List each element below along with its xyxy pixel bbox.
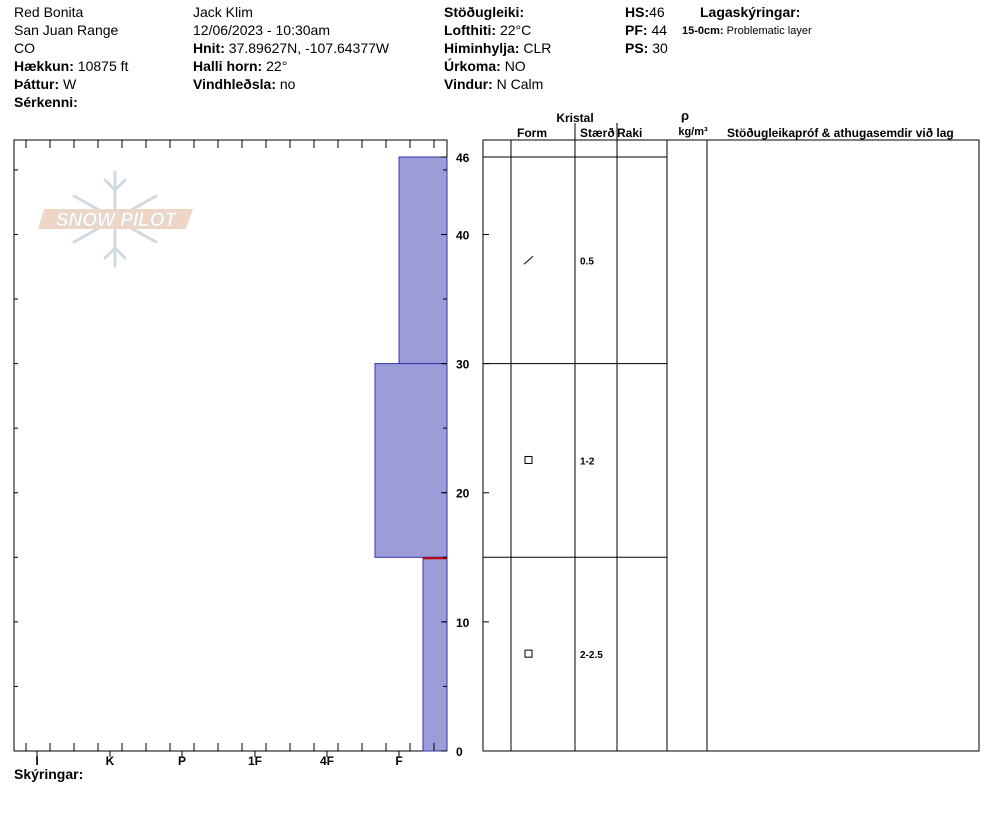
- y-tick-label: 0: [456, 745, 463, 759]
- ps-value: 30: [652, 40, 668, 56]
- sky-value: CLR: [523, 40, 552, 56]
- wind-row: Vindur: N Calm: [444, 75, 551, 93]
- slope-value: 22°: [266, 58, 288, 74]
- elevation-label: Hækkun:: [14, 58, 74, 74]
- precip-value: NO: [504, 58, 526, 74]
- header-col-5: Lagaskýringar:: [700, 3, 800, 21]
- features-row: Sérkenni:: [14, 93, 128, 111]
- faceted-crystals-icon: [524, 649, 533, 658]
- layer-notes-label: Lagaskýringar:: [700, 4, 801, 20]
- notes-row: Skýringar:: [14, 765, 83, 783]
- layer-notes-row: Lagaskýringar:: [700, 3, 800, 21]
- watermark-text: SNOW PILOT: [56, 210, 178, 231]
- hardness-tick-label: F: [395, 754, 402, 768]
- crystal-header: Kristal: [556, 111, 593, 125]
- notes-label: Skýringar:: [14, 766, 84, 782]
- slope-label: Halli horn:: [193, 58, 263, 74]
- hardness-tick-label: 4F: [320, 754, 334, 768]
- ps-label: PS:: [625, 40, 649, 56]
- precipitation-particles-icon: [523, 255, 534, 265]
- aspect-row: Þáttur: W: [14, 75, 128, 93]
- sky-label: Himinhylja:: [444, 40, 520, 56]
- stability-row: Stöðugleiki:: [444, 3, 551, 21]
- aspect-label: Þáttur:: [14, 76, 60, 92]
- y-tick-label: 40: [456, 228, 470, 242]
- size-header: Stærð: [580, 126, 615, 140]
- pf-value: 44: [651, 22, 668, 38]
- faceted-crystals-icon: [524, 455, 533, 464]
- layer-note-text: Problematic layer: [726, 25, 812, 37]
- hardness-layer-bar: [422, 556, 448, 752]
- coords-value: 37.89627N, -107.64377W: [228, 40, 390, 56]
- grain-size-label: 2-2.5: [580, 650, 603, 661]
- moisture-header: Raki: [617, 126, 642, 140]
- wind-value: N Calm: [496, 76, 544, 92]
- features-label: Sérkenni:: [14, 94, 78, 110]
- slope-row: Halli horn: 22°: [193, 57, 389, 75]
- hs-label: HS:: [625, 4, 650, 20]
- header-col-1: Red Bonita San Juan Range CO Hækkun: 108…: [14, 3, 128, 111]
- y-tick-label: 46: [456, 151, 470, 165]
- precip-label: Úrkoma:: [444, 58, 501, 74]
- y-tick-label: 10: [456, 616, 470, 630]
- comments-header: Stöðugleikapróf & athugasemdir við lag: [727, 126, 954, 140]
- grain-size-label: 1-2: [580, 456, 595, 467]
- hardness-tick-label: 1F: [248, 754, 262, 768]
- header-col-2: Jack Klim 12/06/2023 - 10:30am Hnit: 37.…: [193, 3, 389, 93]
- header-col-4: HS:46 PF: 44 PS: 30: [625, 3, 668, 57]
- grain-size-label: 0.5: [580, 256, 594, 267]
- sky-row: Himinhylja: CLR: [444, 39, 551, 57]
- crystal-table: [482, 123, 980, 752]
- coords-label: Hnit:: [193, 40, 225, 56]
- precip-row: Úrkoma: NO: [444, 57, 551, 75]
- hardness-tick-label: P: [178, 754, 186, 768]
- y-tick-label: 30: [456, 358, 470, 372]
- watermark-banner: [38, 209, 193, 229]
- wind-label: Vindur:: [444, 76, 493, 92]
- form-header: Form: [517, 126, 547, 140]
- elevation-value: 10875 ft: [77, 58, 129, 74]
- air-temp-row: Lofthiti: 22°C: [444, 21, 551, 39]
- coords-row: Hnit: 37.89627N, -107.64377W: [193, 39, 389, 57]
- ps-row: PS: 30: [625, 39, 668, 57]
- observation-datetime: 12/06/2023 - 10:30am: [193, 22, 330, 38]
- layer-note-depth: 15-0cm:: [682, 25, 724, 37]
- range-name: San Juan Range: [14, 22, 119, 38]
- density-unit: kg/m³: [678, 126, 708, 138]
- wind-loading-value: no: [279, 76, 296, 92]
- stability-label: Stöðugleiki:: [444, 4, 525, 20]
- aspect-value: W: [63, 76, 77, 92]
- air-temp-value: 22°C: [499, 22, 532, 38]
- snowpilot-watermark: SNOW PILOT: [38, 170, 193, 268]
- header-col-3: Stöðugleiki: Lofthiti: 22°C Himinhylja: …: [444, 3, 551, 93]
- hs-row: HS:46: [625, 3, 668, 21]
- state-name: CO: [14, 40, 35, 56]
- pf-label: PF:: [625, 22, 648, 38]
- wind-loading-row: Vindhleðsla: no: [193, 75, 389, 93]
- observer-name: Jack Klim: [193, 4, 253, 20]
- pf-row: PF: 44: [625, 21, 668, 39]
- hardness-tick-label: K: [106, 754, 115, 768]
- elevation-row: Hækkun: 10875 ft: [14, 57, 128, 75]
- air-temp-label: Lofthiti:: [444, 22, 497, 38]
- hardness-layer-bar: [398, 156, 448, 365]
- hardness-tick-label: I: [35, 754, 38, 768]
- hardness-layer-bar: [374, 363, 448, 558]
- layer-note-entry: 15-0cm: Problematic layer: [682, 22, 812, 40]
- density-symbol: ρ: [681, 108, 689, 123]
- hs-value: 46: [649, 4, 665, 20]
- location-name: Red Bonita: [14, 4, 84, 20]
- wind-loading-label: Vindhleðsla:: [193, 76, 276, 92]
- y-tick-label: 20: [456, 487, 470, 501]
